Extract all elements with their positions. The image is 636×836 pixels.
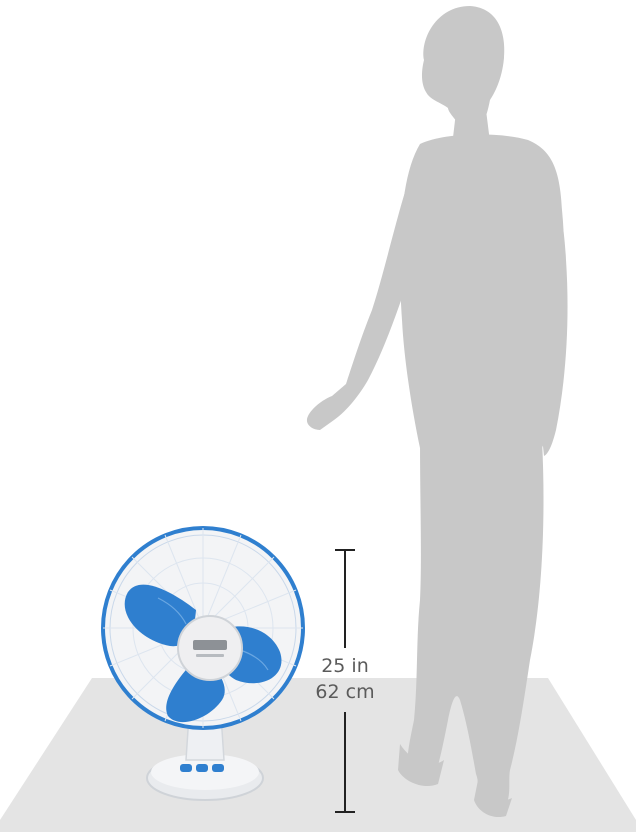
height-centimeters-label: 62 cm [306,681,384,703]
height-inches-label: 25 in [310,655,380,677]
